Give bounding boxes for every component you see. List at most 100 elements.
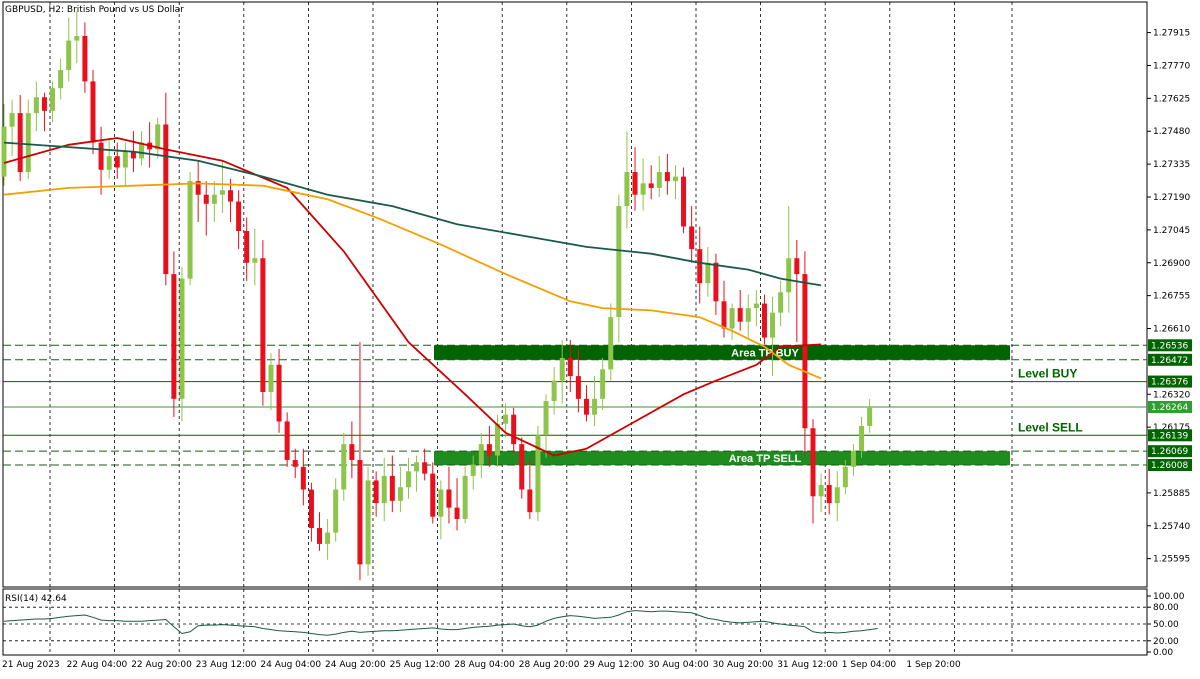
y-tick-label: 1.27045 xyxy=(1153,226,1190,236)
candle-body xyxy=(1,126,7,177)
candle-body xyxy=(705,262,711,284)
candle-body xyxy=(567,357,573,377)
candle-body xyxy=(114,156,120,168)
candle-body xyxy=(284,421,290,461)
candle-body xyxy=(333,489,339,533)
price-tag-label: 1.26139 xyxy=(1151,431,1188,441)
candle-body xyxy=(106,156,112,170)
candle-body xyxy=(349,444,355,461)
y-tick-label: 1.27335 xyxy=(1153,160,1190,170)
candle-body xyxy=(761,303,767,338)
candle-body xyxy=(130,151,136,159)
y-tick-label: 1.27770 xyxy=(1153,61,1190,71)
candle-body xyxy=(721,301,727,329)
candle-body xyxy=(179,278,185,399)
candle-body xyxy=(583,398,589,415)
x-tick-label: 31 Aug 12:00 xyxy=(777,660,838,670)
candle-body xyxy=(818,484,824,497)
level-label: Level SELL xyxy=(1018,420,1083,434)
candle-body xyxy=(58,70,64,89)
candle-body xyxy=(850,450,856,467)
x-tick-label: 29 Aug 12:00 xyxy=(583,660,644,670)
x-tick-label: 1 Sep 04:00 xyxy=(842,660,897,670)
candle-body xyxy=(25,113,31,173)
candle-body xyxy=(317,528,323,544)
y-tick-label: 1.26175 xyxy=(1153,423,1190,433)
candle-body xyxy=(381,475,387,504)
candle-body xyxy=(672,176,678,182)
candle-body xyxy=(511,414,517,445)
rsi-tick-label: 0.00 xyxy=(1153,648,1173,658)
x-tick-label: 25 Aug 12:00 xyxy=(390,660,451,670)
candle-body xyxy=(648,183,654,188)
candle-body xyxy=(753,303,759,309)
candle-body xyxy=(260,258,266,392)
candle-body xyxy=(171,274,177,399)
candle-body xyxy=(770,312,776,338)
candle-body xyxy=(219,190,225,195)
y-tick-label: 1.25885 xyxy=(1153,489,1190,499)
candle-body xyxy=(187,181,193,279)
y-tick-label: 1.26900 xyxy=(1153,259,1190,269)
candle-body xyxy=(236,201,242,232)
x-tick-label: 28 Aug 20:00 xyxy=(519,660,580,670)
candle-body xyxy=(292,460,298,467)
candle-body xyxy=(697,249,703,284)
candle-body xyxy=(608,317,614,370)
candle-body xyxy=(737,308,743,322)
price-tag-box xyxy=(1148,459,1192,472)
candle-body xyxy=(276,364,282,422)
level-label: Level BUY xyxy=(1018,367,1077,381)
y-tick-label: 1.25595 xyxy=(1153,555,1190,565)
candle-body xyxy=(454,507,460,519)
candle-body xyxy=(802,274,808,429)
rsi-tick-label: 50.00 xyxy=(1153,620,1179,630)
price-tag-box xyxy=(1148,429,1192,442)
zone-label: Area TP SELL xyxy=(729,453,802,465)
candle-body xyxy=(203,194,209,204)
candle-body xyxy=(503,414,509,424)
x-tick-label: 23 Aug 12:00 xyxy=(196,660,257,670)
candle-body xyxy=(624,172,630,207)
candle-body xyxy=(559,357,565,381)
price-tag-box xyxy=(1148,400,1192,413)
candle-body xyxy=(50,88,56,111)
y-tick-label: 1.27190 xyxy=(1153,193,1190,203)
candle-body xyxy=(430,473,436,517)
candle-body xyxy=(389,475,395,501)
candle-body xyxy=(535,435,541,513)
candle-body xyxy=(325,532,331,544)
candle-body xyxy=(82,36,88,82)
candle-body xyxy=(268,364,274,392)
rsi-tick-label: 80.00 xyxy=(1153,603,1179,613)
candle-body xyxy=(155,124,161,150)
candle-body xyxy=(689,226,695,250)
rsi-tick-label: 20.00 xyxy=(1153,637,1179,647)
price-tag-box xyxy=(1148,339,1192,352)
candle-body xyxy=(252,258,258,263)
candle-body xyxy=(98,142,104,170)
price-tag-label: 1.26008 xyxy=(1151,461,1188,471)
candle-body xyxy=(786,258,792,293)
candle-body xyxy=(446,489,452,508)
candle-body xyxy=(826,484,832,504)
candle-body xyxy=(17,113,23,173)
candle-body xyxy=(592,398,598,415)
candle-body xyxy=(357,460,363,565)
candle-body xyxy=(406,471,411,488)
candle-body xyxy=(66,40,72,71)
x-tick-label: 22 Aug 20:00 xyxy=(131,660,192,670)
candle-body xyxy=(122,151,128,168)
chart-title: GBPUSD, H2: British Pound vs US Dollar xyxy=(5,5,184,15)
price-tag-box xyxy=(1148,353,1192,366)
y-tick-label: 1.27480 xyxy=(1153,127,1190,137)
y-tick-label: 1.27915 xyxy=(1153,29,1190,39)
moving-average-line xyxy=(3,182,822,380)
candle-body xyxy=(551,380,557,402)
candle-body xyxy=(9,113,15,127)
candle-body xyxy=(778,292,784,313)
y-tick-label: 1.27625 xyxy=(1153,94,1190,104)
main-plot-frame xyxy=(2,1,1148,588)
